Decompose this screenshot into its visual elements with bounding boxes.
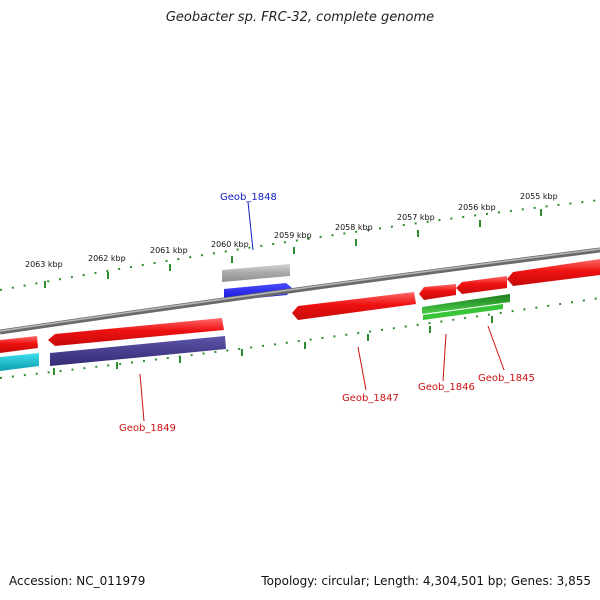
inner-tick-ring [0, 297, 600, 379]
tick-label: 2055 kbp [520, 192, 558, 201]
label-leaders [139, 201, 505, 422]
tick-label: 2062 kbp [88, 254, 126, 263]
gene-feature-gray[interactable] [222, 264, 290, 282]
gene-geob-1847[interactable] [292, 292, 416, 320]
tick-label: 2058 kbp [335, 223, 373, 232]
tick-label: 2063 kbp [25, 260, 63, 269]
genome-backbone [0, 247, 600, 335]
gene-red-mid[interactable] [456, 276, 507, 294]
gene-red-left-long[interactable] [48, 318, 224, 346]
gene-geob-1845[interactable] [423, 304, 503, 320]
outer-tick-ring [0, 199, 600, 291]
tick-label: 2061 kbp [150, 246, 188, 255]
major-ticks [44, 209, 542, 288]
genome-summary-text: Topology: circular; Length: 4,304,501 bp… [261, 574, 591, 588]
gene-cyan-left-edge[interactable] [0, 353, 39, 371]
tick-label: 2057 kbp [397, 213, 435, 222]
gene-label-geob-1846: Geob_1846 [418, 382, 475, 393]
map-title: Geobacter sp. FRC-32, complete genome [165, 10, 435, 25]
gene-label-geob-1849: Geob_1849 [119, 423, 176, 434]
tick-label: 2056 kbp [458, 203, 496, 212]
gene-red-left-edge[interactable] [0, 336, 38, 353]
gene-red-right[interactable] [507, 259, 600, 286]
gene-red-small[interactable] [419, 284, 456, 300]
gene-geob-1849[interactable] [50, 336, 226, 366]
tick-label: 2060 kbp [211, 240, 249, 249]
accession-text: Accession: NC_011979 [9, 574, 146, 588]
gene-label-geob-1845: Geob_1845 [478, 373, 535, 384]
gene-geob-1846[interactable] [422, 294, 510, 314]
gene-label-geob-1847: Geob_1847 [342, 393, 399, 404]
inner-major-ticks [53, 316, 493, 375]
tick-label: 2059 kbp [274, 231, 312, 240]
gene-label-geob-1848: Geob_1848 [220, 192, 277, 203]
